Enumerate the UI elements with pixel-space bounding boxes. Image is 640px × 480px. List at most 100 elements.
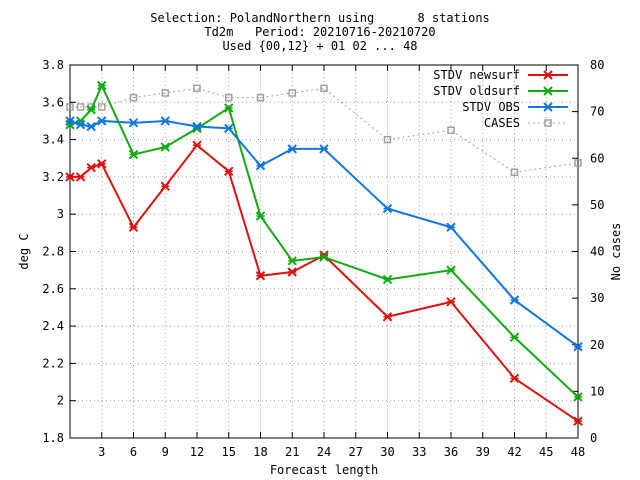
legend-label-stdv-oldsurf: STDV oldsurf [433,84,520,98]
data-point-stdv-oldsurf [573,392,583,402]
y2-tick-label: 40 [590,245,604,259]
series-line-stdv-newsurf [70,143,579,423]
legend-label-stdv-newsurf: STDV newsurf [433,68,520,82]
x-tick-label: 36 [444,445,458,459]
y-tick-label: 2.6 [42,282,64,296]
data-point-stdv-oldsurf [128,149,139,160]
x-tick-label: 39 [476,445,490,459]
legend-marker-stdv-newsurf [543,70,553,80]
data-point-stdv-obs [128,118,139,128]
x-tick-label: 45 [539,445,553,459]
legend-marker-stdv-oldsurf [543,86,553,96]
data-point-stdv-newsurf [255,271,266,281]
data-point-cases [98,103,106,111]
x-tick-label: 42 [507,445,521,459]
x-tick-label: 12 [190,445,204,459]
data-point-stdv-newsurf [382,312,393,322]
data-point-stdv-oldsurf [160,142,170,152]
data-point-stdv-newsurf [573,416,583,426]
x-tick-label: 15 [222,445,236,459]
y2-tick-label: 80 [590,58,604,72]
data-point-stdv-obs [192,121,202,132]
data-point-stdv-obs [160,116,170,126]
data-point-cases [383,135,392,144]
y-tick-label: 3.2 [42,170,64,184]
data-point-cases [193,84,201,93]
data-point-stdv-newsurf [446,297,456,307]
y-tick-label: 2 [57,394,64,408]
data-point-stdv-oldsurf [86,105,96,115]
data-point-stdv-oldsurf [319,252,329,262]
y-axis-label: deg C [17,233,31,269]
legend-marker-stdv-obs [543,102,553,112]
y2-tick-label: 0 [590,431,597,445]
data-point-cases [225,93,233,102]
x-tick-label: 24 [317,445,331,459]
y-tick-label: 3.8 [42,58,64,72]
y2-tick-label: 50 [590,198,604,212]
data-point-stdv-obs [65,116,75,126]
x-tick-label: 30 [380,445,394,459]
x-tick-label: 18 [253,445,267,459]
y-tick-label: 1.8 [42,431,64,445]
y-tick-label: 2.8 [42,245,64,259]
legend-marker-cases [544,119,552,127]
data-point-stdv-newsurf [128,222,139,232]
x-tick-label: 27 [349,445,363,459]
data-point-stdv-oldsurf [509,332,520,342]
x-tick-label: 3 [98,445,105,459]
data-point-stdv-newsurf [160,181,170,191]
data-point-stdv-newsurf [224,166,234,177]
data-point-stdv-newsurf [192,140,202,150]
data-point-stdv-oldsurf [287,256,297,266]
data-point-stdv-obs [319,144,329,154]
data-point-cases [66,103,74,111]
data-point-stdv-obs [86,121,96,132]
data-point-stdv-obs [224,123,234,134]
data-point-cases [288,89,296,97]
data-point-stdv-oldsurf [255,211,266,221]
data-point-cases [129,93,138,102]
y2-tick-label: 60 [590,151,604,165]
data-point-stdv-oldsurf [224,103,234,113]
data-point-cases [510,168,519,176]
y-tick-label: 3.4 [42,133,64,147]
data-point-cases [161,89,169,97]
data-point-stdv-obs [509,295,520,305]
y2-axis-label: No cases [609,223,623,281]
data-point-stdv-obs [287,144,297,154]
data-point-stdv-oldsurf [446,265,456,275]
legend-label-stdv-obs: STDV OBS [462,100,520,114]
x-tick-label: 33 [412,445,426,459]
data-point-stdv-newsurf [86,162,96,173]
x-axis-label: Forecast length [270,463,378,477]
y-tick-label: 3.6 [42,95,64,109]
y-tick-label: 2.4 [42,319,64,333]
data-point-stdv-newsurf [75,172,86,182]
y2-tick-label: 20 [590,338,604,352]
y2-tick-label: 70 [590,105,604,119]
chart-title-line-1: Selection: PolandNorthern using 8 statio… [150,11,490,25]
data-point-stdv-newsurf [509,373,520,384]
x-tick-label: 9 [162,445,169,459]
data-point-cases [320,84,328,93]
y-tick-label: 2.2 [42,356,64,370]
y2-tick-label: 30 [590,291,604,305]
data-point-cases [76,103,85,111]
y2-tick-label: 10 [590,384,604,398]
data-point-stdv-obs [97,116,107,126]
data-point-cases [447,126,455,135]
y-tick-label: 3 [57,207,64,221]
data-point-stdv-oldsurf [97,80,107,91]
data-point-stdv-obs [573,341,583,352]
x-tick-label: 6 [130,445,137,459]
data-point-stdv-obs [446,222,456,232]
data-point-stdv-newsurf [97,159,107,169]
legend-label-cases: CASES [484,116,520,130]
data-point-stdv-oldsurf [382,274,393,285]
x-tick-label: 21 [285,445,299,459]
chart-title-line-2: Td2m Period: 20210716-20210720 [204,25,436,39]
data-point-stdv-obs [75,119,86,130]
